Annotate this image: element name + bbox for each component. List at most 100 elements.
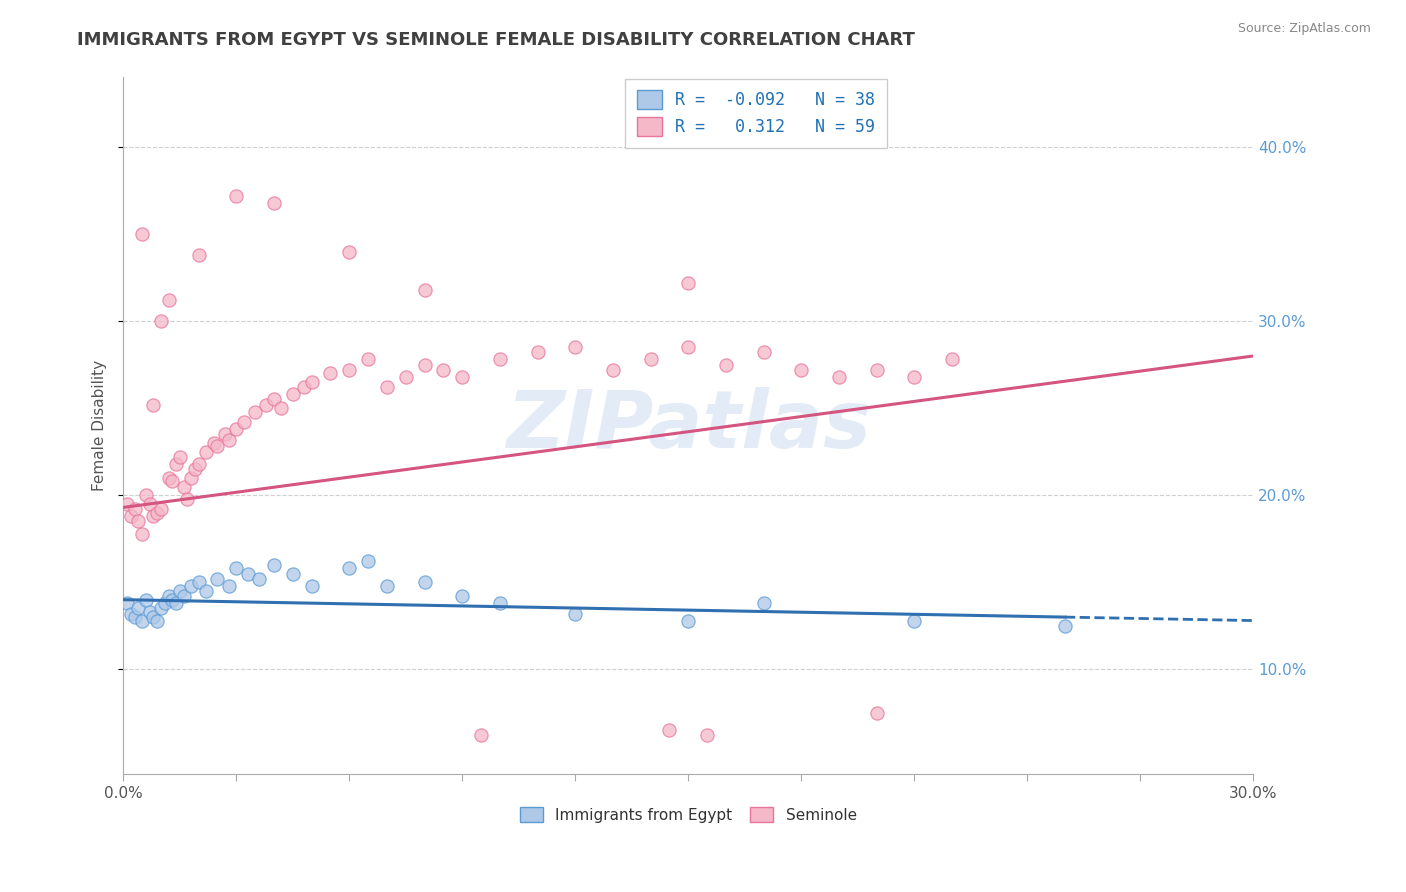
- Text: ZIPatlas: ZIPatlas: [506, 386, 870, 465]
- Point: [602, 363, 624, 377]
- Point: [218, 579, 240, 593]
- Point: [115, 497, 138, 511]
- Point: [135, 592, 157, 607]
- Point: [236, 566, 259, 581]
- Point: [180, 579, 202, 593]
- Point: [138, 497, 160, 511]
- Point: [790, 363, 813, 377]
- Point: [564, 340, 586, 354]
- Point: [195, 444, 218, 458]
- Point: [263, 558, 285, 572]
- Point: [131, 227, 153, 241]
- Point: [903, 614, 925, 628]
- Point: [153, 596, 176, 610]
- Point: [337, 561, 360, 575]
- Point: [187, 575, 209, 590]
- Point: [149, 601, 172, 615]
- Point: [184, 462, 207, 476]
- Point: [142, 610, 165, 624]
- Point: [678, 276, 700, 290]
- Point: [165, 457, 187, 471]
- Point: [696, 729, 718, 743]
- Point: [526, 345, 548, 359]
- Point: [232, 415, 254, 429]
- Point: [115, 596, 138, 610]
- Point: [357, 554, 380, 568]
- Point: [413, 358, 436, 372]
- Point: [865, 363, 887, 377]
- Point: [214, 427, 236, 442]
- Point: [678, 614, 700, 628]
- Point: [281, 566, 304, 581]
- Point: [263, 195, 285, 210]
- Point: [162, 592, 184, 607]
- Legend: Immigrants from Egypt, Seminole: Immigrants from Egypt, Seminole: [513, 801, 863, 829]
- Point: [337, 244, 360, 259]
- Point: [157, 589, 180, 603]
- Point: [1053, 619, 1076, 633]
- Point: [319, 367, 342, 381]
- Point: [202, 436, 225, 450]
- Point: [176, 491, 198, 506]
- Point: [714, 358, 737, 372]
- Point: [678, 340, 700, 354]
- Point: [146, 614, 169, 628]
- Point: [146, 506, 169, 520]
- Point: [173, 479, 195, 493]
- Point: [564, 607, 586, 621]
- Point: [640, 352, 662, 367]
- Point: [207, 440, 229, 454]
- Point: [865, 706, 887, 720]
- Point: [149, 502, 172, 516]
- Point: [225, 561, 247, 575]
- Point: [124, 610, 146, 624]
- Point: [375, 380, 398, 394]
- Point: [195, 584, 218, 599]
- Point: [903, 369, 925, 384]
- Point: [135, 488, 157, 502]
- Point: [470, 729, 492, 743]
- Point: [337, 363, 360, 377]
- Point: [658, 723, 681, 738]
- Point: [218, 433, 240, 447]
- Point: [281, 387, 304, 401]
- Point: [165, 596, 187, 610]
- Point: [142, 398, 165, 412]
- Point: [752, 596, 775, 610]
- Point: [828, 369, 851, 384]
- Point: [292, 380, 315, 394]
- Point: [752, 345, 775, 359]
- Point: [157, 471, 180, 485]
- Point: [207, 572, 229, 586]
- Point: [225, 422, 247, 436]
- Point: [173, 589, 195, 603]
- Point: [451, 369, 474, 384]
- Point: [180, 471, 202, 485]
- Y-axis label: Female Disability: Female Disability: [93, 360, 107, 491]
- Point: [131, 614, 153, 628]
- Point: [162, 475, 184, 489]
- Point: [225, 189, 247, 203]
- Point: [270, 401, 292, 416]
- Point: [120, 509, 142, 524]
- Point: [138, 605, 160, 619]
- Point: [301, 579, 323, 593]
- Point: [157, 293, 180, 308]
- Point: [142, 509, 165, 524]
- Text: Source: ZipAtlas.com: Source: ZipAtlas.com: [1237, 22, 1371, 36]
- Point: [169, 450, 191, 464]
- Point: [301, 375, 323, 389]
- Point: [375, 579, 398, 593]
- Point: [169, 584, 191, 599]
- Point: [127, 601, 149, 615]
- Point: [187, 457, 209, 471]
- Point: [413, 575, 436, 590]
- Point: [357, 352, 380, 367]
- Point: [127, 514, 149, 528]
- Point: [254, 398, 277, 412]
- Point: [120, 607, 142, 621]
- Point: [432, 363, 454, 377]
- Point: [395, 369, 418, 384]
- Point: [187, 248, 209, 262]
- Point: [489, 596, 512, 610]
